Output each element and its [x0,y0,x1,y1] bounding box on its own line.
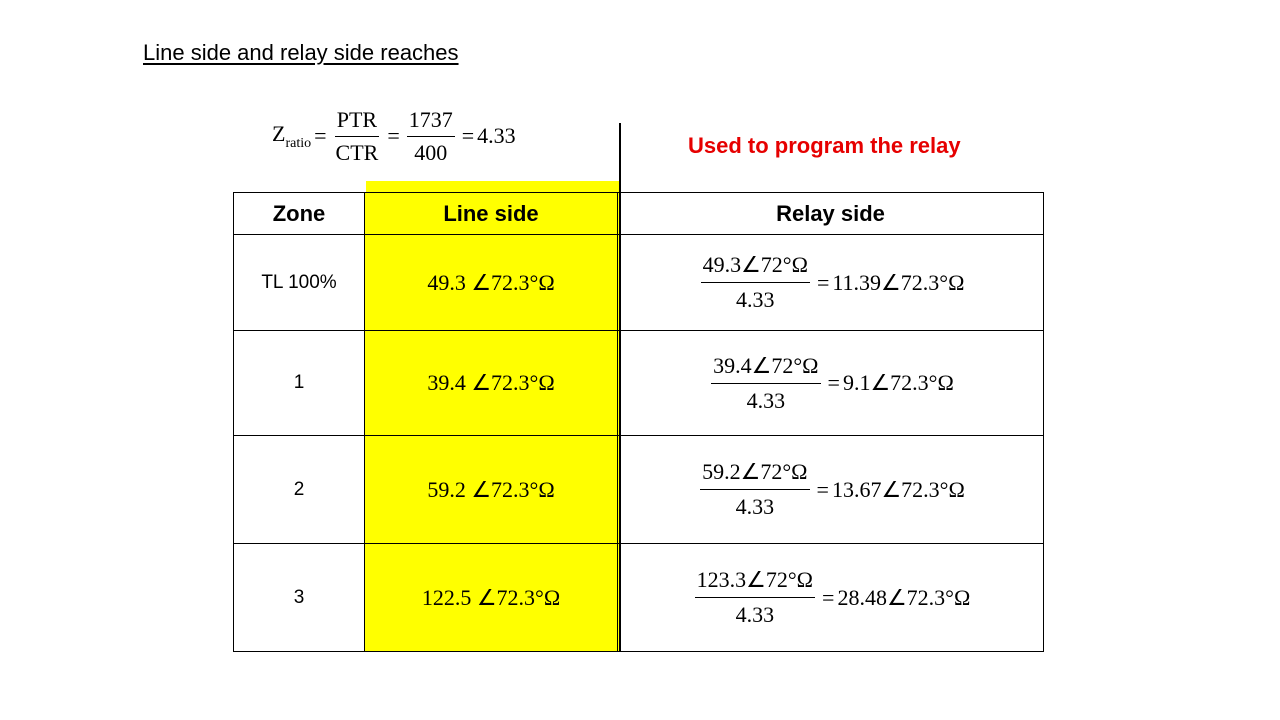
formula-lhs: Zratio [272,121,311,152]
relay-equals: = [816,269,830,295]
formula-frac2-denominator: 400 [414,139,448,165]
relay-expression: 49.3∠72°Ω 4.33 = 11.39∠72.3°Ω [618,250,1043,315]
table-row: 1 39.4 ∠72.3°Ω 39.4∠72°Ω 4.33 = 9.1∠72.3… [233,330,1044,436]
relay-expression: 39.4∠72°Ω 4.33 = 9.1∠72.3°Ω [618,351,1043,416]
formula-frac2-numerator: 1737 [406,106,455,137]
formula-result: 4.33 [477,123,516,148]
relay-result: 11.39∠72.3°Ω [832,269,965,295]
formula-frac1-numerator: PTR [334,106,380,137]
relay-fraction: 123.3∠72°Ω 4.33 [694,565,816,630]
relay-result: 28.48∠72.3°Ω [837,584,971,610]
relay-fraction: 59.2∠72°Ω 4.33 [700,457,810,522]
table-header-row: Zone Line side Relay side [233,192,1044,235]
relay-expression: 123.3∠72°Ω 4.33 = 28.48∠72.3°Ω [618,565,1043,630]
zone-cell: 3 [233,543,365,652]
formula-fraction-ptr-ctr: PTR CTR [334,106,381,167]
relay-fraction: 49.3∠72°Ω 4.33 [700,250,810,315]
formula-frac1-denominator: CTR [335,139,379,165]
table-row: 3 122.5 ∠72.3°Ω 123.3∠72°Ω 4.33 = 28.48∠… [233,543,1044,652]
formula-lhs-main: Z [272,120,286,146]
formula-fraction-values: 1737 400 [406,106,455,167]
relay-equals: = [822,584,835,610]
page-title: Line side and relay side reaches [143,40,459,65]
relay-numerator: 39.4∠72°Ω [711,351,821,384]
reach-table: Zone Line side Relay side TL 100% 49.3 ∠… [233,192,1044,652]
relay-equals: = [816,476,829,502]
zone-cell: 2 [233,435,365,544]
relay-denominator: 4.33 [746,387,786,413]
z-ratio-formula: Zratio = PTR CTR = 1737 400 = 4.33 [272,104,516,168]
relay-numerator: 59.2∠72°Ω [700,457,810,490]
table-row: 2 59.2 ∠72.3°Ω 59.2∠72°Ω 4.33 = 13.67∠72… [233,435,1044,544]
relay-fraction: 39.4∠72°Ω 4.33 [711,351,821,416]
relay-note: Used to program the relay [688,133,961,158]
line-side-cell: 39.4 ∠72.3°Ω [364,330,618,436]
relay-side-cell: 49.3∠72°Ω 4.33 = 11.39∠72.3°Ω [617,234,1044,331]
relay-side-cell: 123.3∠72°Ω 4.33 = 28.48∠72.3°Ω [617,543,1044,652]
zone-cell: 1 [233,330,365,436]
formula-equals-3: = [461,123,475,148]
relay-side-cell: 59.2∠72°Ω 4.33 = 13.67∠72.3°Ω [617,435,1044,544]
relay-denominator: 4.33 [736,287,775,312]
line-side-cell: 49.3 ∠72.3°Ω [364,234,618,331]
relay-numerator: 49.3∠72°Ω [700,250,810,283]
relay-result: 9.1∠72.3°Ω [842,370,954,395]
header-line-side: Line side [364,192,618,235]
relay-result: 13.67∠72.3°Ω [831,476,965,502]
header-relay-side: Relay side [617,192,1044,235]
formula-equals-1: = [314,123,327,148]
line-side-cell: 122.5 ∠72.3°Ω [364,543,618,652]
relay-equals: = [827,370,840,395]
table-row: TL 100% 49.3 ∠72.3°Ω 49.3∠72°Ω 4.33 = 11… [233,234,1044,331]
relay-numerator: 123.3∠72°Ω [694,565,816,598]
relay-denominator: 4.33 [735,602,775,627]
relay-side-cell: 39.4∠72°Ω 4.33 = 9.1∠72.3°Ω [617,330,1044,436]
relay-denominator: 4.33 [735,494,775,519]
formula-equals-2: = [387,123,400,148]
line-side-cell: 59.2 ∠72.3°Ω [364,435,618,544]
zone-cell: TL 100% [233,234,365,331]
formula-lhs-sub: ratio [285,135,312,151]
header-zone: Zone [233,192,365,235]
relay-expression: 59.2∠72°Ω 4.33 = 13.67∠72.3°Ω [618,457,1043,522]
